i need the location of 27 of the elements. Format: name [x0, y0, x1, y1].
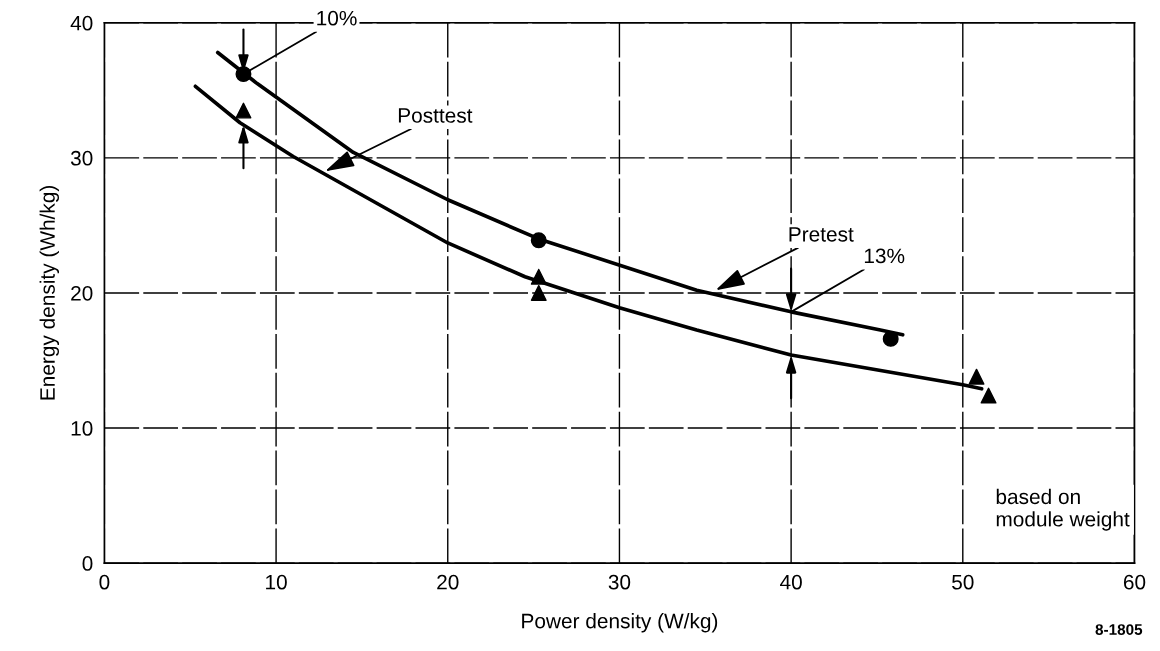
y-tick-label: 30 — [70, 150, 93, 166]
point — [968, 368, 985, 385]
annotation: 13% — [864, 248, 905, 264]
annotation: 10% — [317, 10, 357, 26]
y-tick-label: 20 — [71, 285, 93, 301]
text: 8-1805 — [1095, 624, 1143, 635]
x-axis-title: Power density (W/kg) — [522, 613, 718, 633]
x-tick-label: 0 — [99, 574, 110, 590]
annotation: Pretest — [789, 227, 854, 242]
annotation: Posttest — [398, 108, 473, 123]
y-tick-label: 0 — [82, 556, 93, 571]
point — [235, 102, 252, 119]
x-tick-label: 20 — [437, 574, 459, 590]
point — [530, 268, 547, 285]
annotation: based on module weight — [996, 488, 1130, 531]
x-tick-label: 10 — [266, 574, 287, 590]
y-tick-label: 40 — [70, 15, 93, 31]
y-tick-label: 10 — [71, 421, 93, 436]
x-tick-label: 30 — [608, 574, 631, 590]
point — [530, 284, 547, 301]
point — [530, 232, 547, 249]
point — [980, 387, 997, 404]
y-axis-title: Energy density (Wh/kg) — [39, 185, 60, 400]
x-tick-label: 50 — [952, 574, 974, 590]
point — [235, 66, 252, 83]
x-tick-label: 40 — [780, 574, 802, 590]
x-tick-label: 60 — [1123, 574, 1146, 590]
